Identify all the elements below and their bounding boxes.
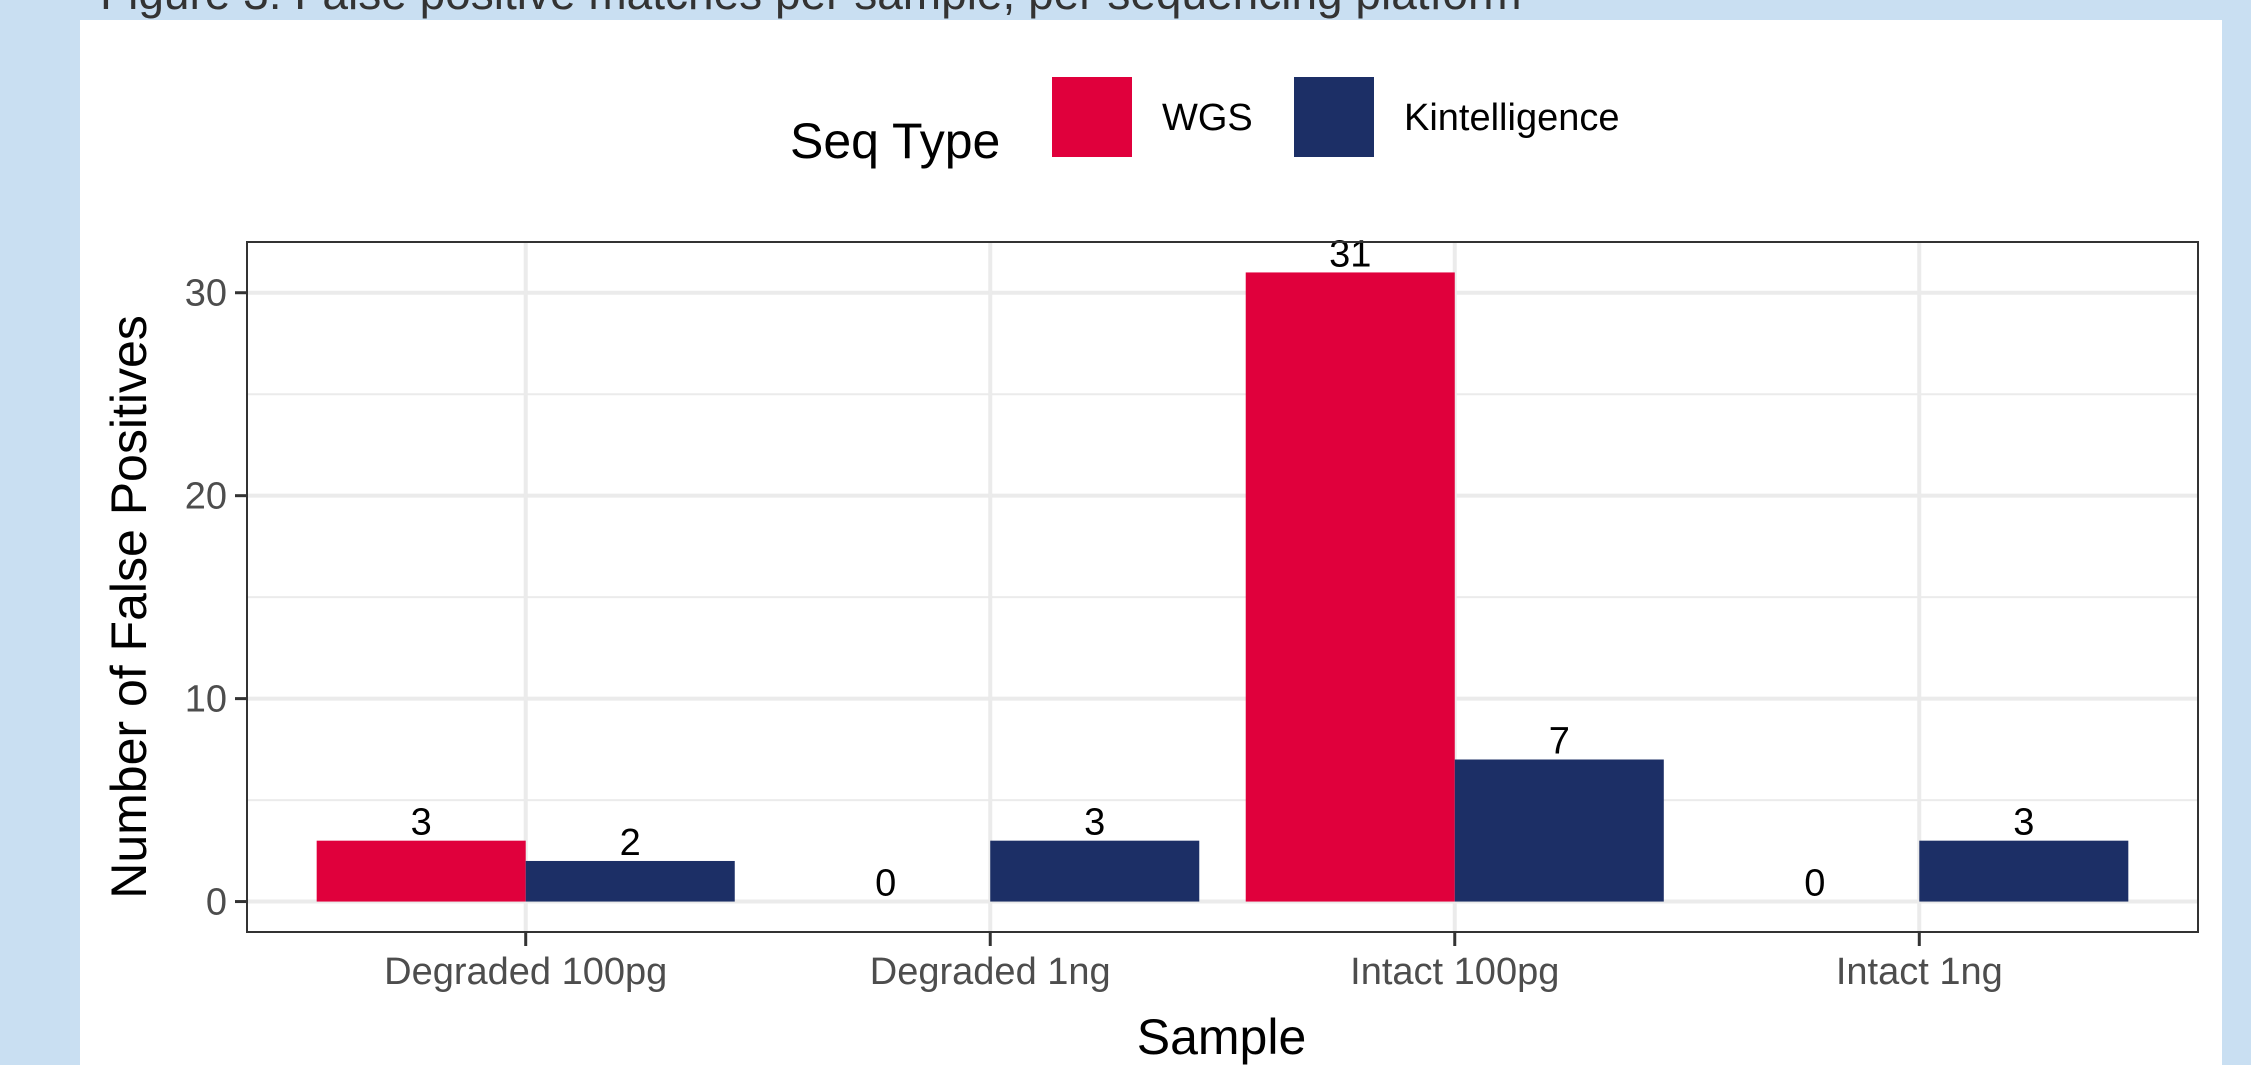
y-tick-label: 30 — [185, 273, 227, 315]
value-labels: 3 0 31 0 2 3 7 3 — [411, 233, 2035, 904]
bar-wgs-1 — [316, 840, 526, 902]
bar-kintelligence-3 — [1454, 759, 1664, 902]
value-label: 3 — [2013, 802, 2034, 844]
value-label: 3 — [1084, 802, 1105, 844]
value-label: 2 — [620, 822, 641, 864]
x-tick-label: Intact 1ng — [1836, 951, 2003, 993]
bars — [316, 272, 2129, 902]
plot-frame — [246, 241, 2199, 933]
bar-kintelligence-4 — [1919, 840, 2129, 902]
value-label: 0 — [875, 863, 896, 905]
bar-kintelligence-1 — [525, 860, 735, 902]
figure-caption: Figure 3: False positive matches per sam… — [100, 0, 1522, 20]
value-label: 0 — [1804, 863, 1825, 905]
value-label: 3 — [411, 802, 432, 844]
value-label: 7 — [1549, 721, 1570, 763]
value-label: 31 — [1329, 233, 1371, 275]
bar-kintelligence-2 — [990, 840, 1200, 902]
y-tick-label: 10 — [185, 679, 227, 721]
y-tick-label: 20 — [185, 476, 227, 518]
chart-panel: 3 0 31 0 2 3 7 3 0 10 20 30 Degraded 100pg Degraded… — [80, 20, 2222, 1065]
legend-key-wgs — [1052, 77, 1132, 157]
y-axis-title: Number of False Positives — [101, 315, 157, 899]
y-tick-label: 0 — [206, 882, 227, 924]
legend-label: Kintelligence — [1404, 97, 1619, 139]
x-tick-label: Degraded 1ng — [870, 951, 1111, 993]
x-axis-title: Sample — [1137, 1009, 1307, 1065]
legend-key-kintelligence — [1294, 77, 1374, 157]
legend-title: Seq Type — [790, 113, 1000, 169]
y-axis: 0 10 20 30 — [185, 273, 247, 924]
legend: Seq Type WGS Kintelligence — [790, 77, 1619, 169]
x-axis: Degraded 100pg Degraded 1ng Intact 100pg In… — [384, 932, 2003, 993]
bar-wgs-3 — [1245, 272, 1455, 902]
legend-label: WGS — [1162, 97, 1253, 139]
major-gridlines — [247, 242, 2198, 932]
x-tick-label: Intact 100pg — [1350, 951, 1559, 993]
minor-gridlines — [247, 393, 2198, 802]
x-tick-label: Degraded 100pg — [384, 951, 667, 993]
